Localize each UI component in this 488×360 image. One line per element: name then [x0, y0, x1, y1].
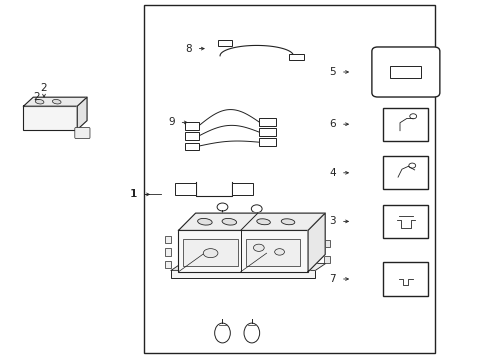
Bar — [144, 5, 434, 353]
Bar — [171, 270, 315, 278]
Ellipse shape — [203, 249, 218, 258]
Bar — [323, 256, 329, 263]
Text: 7: 7 — [328, 274, 335, 284]
Text: 1: 1 — [130, 189, 137, 199]
Bar — [259, 138, 276, 146]
Bar — [184, 122, 198, 130]
Text: 9: 9 — [167, 117, 174, 127]
Bar — [217, 40, 232, 46]
Ellipse shape — [244, 323, 259, 343]
Ellipse shape — [253, 244, 264, 251]
Bar — [232, 183, 252, 195]
Ellipse shape — [35, 99, 44, 104]
Bar — [178, 230, 307, 272]
Polygon shape — [307, 213, 325, 272]
Text: 6: 6 — [328, 119, 335, 129]
Bar — [165, 261, 171, 268]
Text: 1: 1 — [130, 189, 137, 199]
Bar — [259, 118, 276, 126]
Text: 3: 3 — [328, 216, 335, 226]
Ellipse shape — [52, 99, 61, 104]
Ellipse shape — [214, 323, 230, 343]
Polygon shape — [23, 97, 87, 106]
Text: 4: 4 — [328, 168, 335, 178]
Ellipse shape — [274, 249, 284, 255]
Bar — [23, 106, 77, 130]
Bar — [245, 239, 300, 266]
FancyBboxPatch shape — [75, 127, 90, 139]
Bar — [259, 128, 276, 136]
Polygon shape — [77, 97, 87, 130]
Text: 2: 2 — [33, 92, 40, 102]
Bar — [175, 183, 195, 195]
Ellipse shape — [281, 219, 294, 225]
Bar — [323, 240, 329, 247]
Text: 5: 5 — [328, 67, 335, 77]
Bar — [165, 236, 171, 243]
FancyBboxPatch shape — [371, 47, 439, 97]
Bar — [383, 156, 427, 189]
Bar — [183, 239, 237, 266]
Ellipse shape — [222, 219, 236, 225]
Bar — [389, 66, 421, 78]
Bar — [184, 143, 198, 150]
Bar — [383, 205, 427, 238]
Text: 8: 8 — [184, 44, 191, 54]
Bar — [165, 248, 171, 256]
Polygon shape — [171, 264, 325, 270]
Bar — [289, 54, 304, 60]
Text: 2: 2 — [41, 83, 47, 93]
Ellipse shape — [197, 219, 212, 225]
Ellipse shape — [256, 219, 270, 225]
Polygon shape — [178, 213, 325, 230]
Bar — [383, 108, 427, 141]
Bar — [184, 132, 198, 140]
Bar — [383, 262, 427, 296]
